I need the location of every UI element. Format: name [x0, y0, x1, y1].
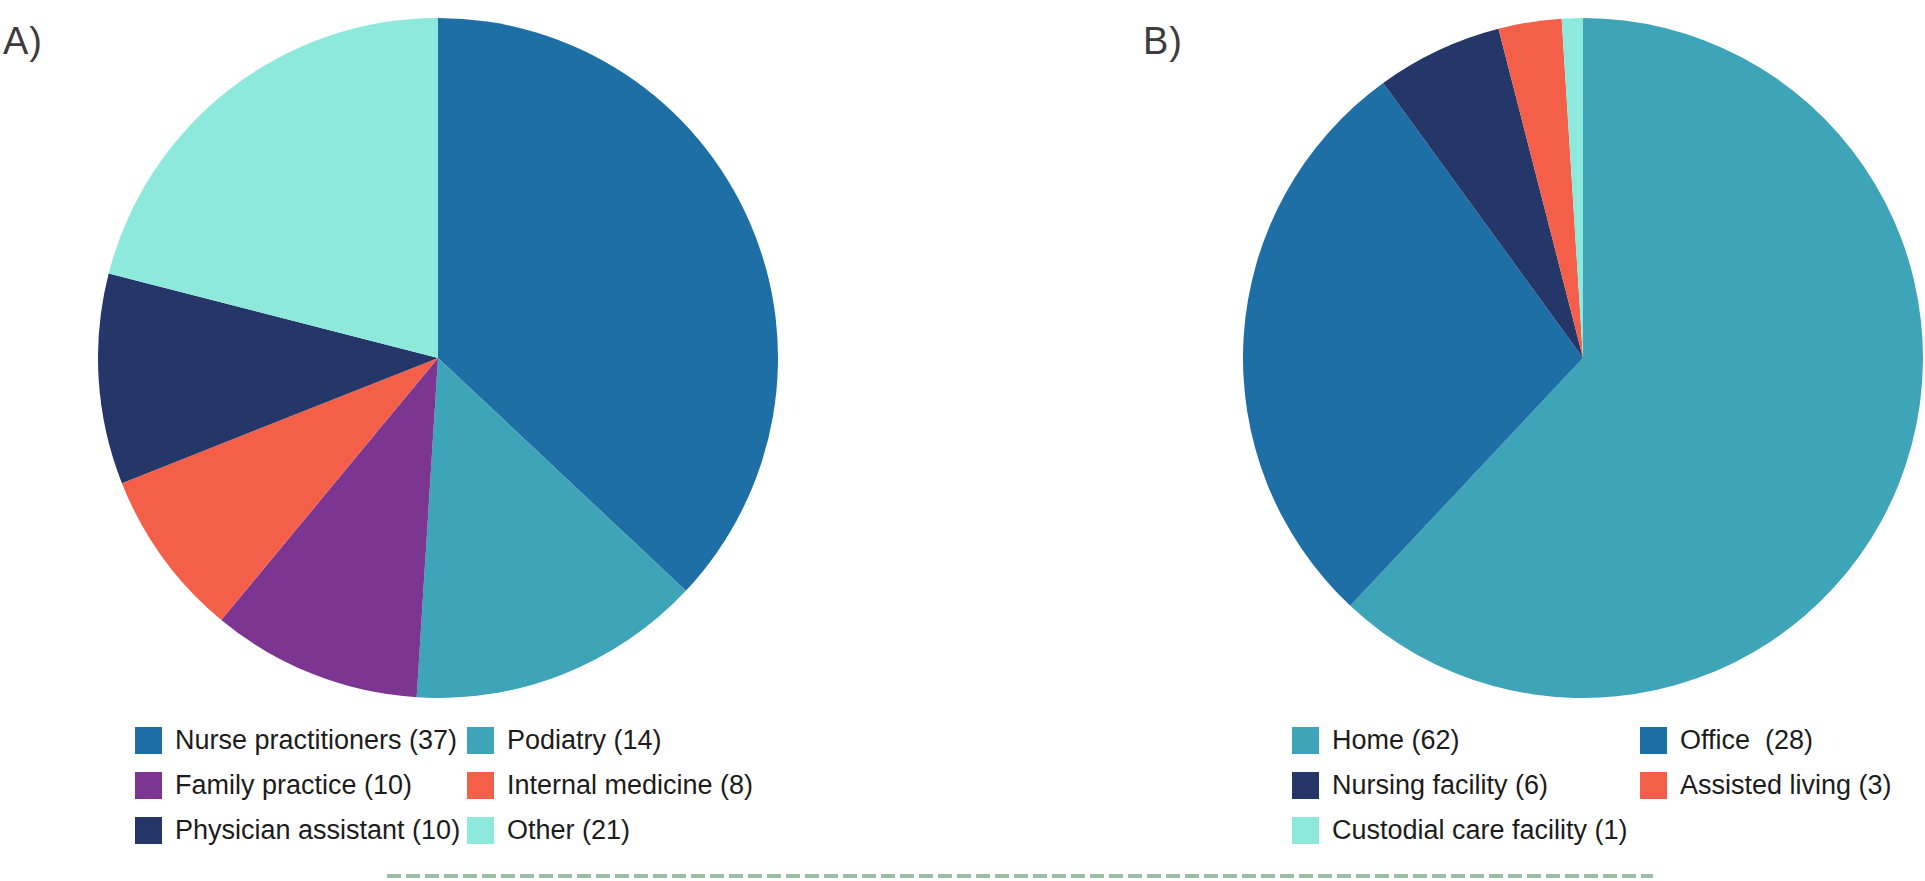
- legend-label: Assisted living (3): [1680, 772, 1892, 799]
- legend-swatch-icon: [467, 772, 494, 799]
- legend-swatch-icon: [135, 727, 162, 754]
- legend-item-home-62: Home (62): [1292, 727, 1640, 754]
- legend-swatch-icon: [135, 772, 162, 799]
- legend-label: Physician assistant (10): [175, 817, 460, 844]
- legend-item-nurse-practitioners-37: Nurse practitioners (37): [135, 727, 467, 754]
- legend-column: Nurse practitioners (37) Family practice …: [135, 727, 467, 862]
- legend-swatch-icon: [467, 727, 494, 754]
- legend-label: Family practice (10): [175, 772, 412, 799]
- legend-swatch-icon: [1640, 772, 1667, 799]
- legend-item-physician-assistant-10: Physician assistant (10): [135, 817, 467, 844]
- legend-item-internal-medicine-8: Internal medicine (8): [467, 772, 799, 799]
- legend-item-nursing-facility-6: Nursing facility (6): [1292, 772, 1640, 799]
- legend-column: Office (28) Assisted living (3): [1640, 727, 1925, 862]
- legend-label: Nurse practitioners (37): [175, 727, 457, 754]
- legend-item-custodial-care-facility-1: Custodial care facility (1): [1292, 817, 1640, 844]
- legend-swatch-icon: [1292, 772, 1319, 799]
- legend-swatch-icon: [1292, 817, 1319, 844]
- legend-label: Nursing facility (6): [1332, 772, 1548, 799]
- legend-item-family-practice-10: Family practice (10): [135, 772, 467, 799]
- legend-column: Podiatry (14) Internal medicine (8) Other …: [467, 727, 799, 862]
- legend-label: Other (21): [507, 817, 630, 844]
- panel-label-b: B): [1143, 20, 1183, 63]
- legend-label: Office (28): [1680, 727, 1813, 754]
- legend-swatch-icon: [135, 817, 162, 844]
- legend-chart-b: Home (62) Nursing facility (6) Custodial c…: [1292, 727, 1925, 862]
- legend-swatch-icon: [467, 817, 494, 844]
- legend-item-office-28: Office (28): [1640, 727, 1925, 754]
- pie-chart-b: [1243, 18, 1923, 698]
- legend-column: Home (62) Nursing facility (6) Custodial c…: [1292, 727, 1640, 862]
- legend-label: Podiatry (14): [507, 727, 662, 754]
- pie-chart-a: [98, 18, 778, 698]
- legend-item-podiatry-14: Podiatry (14): [467, 727, 799, 754]
- legend-label: Custodial care facility (1): [1332, 817, 1628, 844]
- legend-chart-a: Nurse practitioners (37) Family practice …: [135, 727, 799, 862]
- divider-dashed-line: [387, 874, 1653, 878]
- legend-swatch-icon: [1640, 727, 1667, 754]
- legend-item-other-21: Other (21): [467, 817, 799, 844]
- legend-swatch-icon: [1292, 727, 1319, 754]
- legend-label: Internal medicine (8): [507, 772, 753, 799]
- legend-item-assisted-living-3: Assisted living (3): [1640, 772, 1925, 799]
- legend-label: Home (62): [1332, 727, 1460, 754]
- panel-label-a: A): [3, 20, 43, 63]
